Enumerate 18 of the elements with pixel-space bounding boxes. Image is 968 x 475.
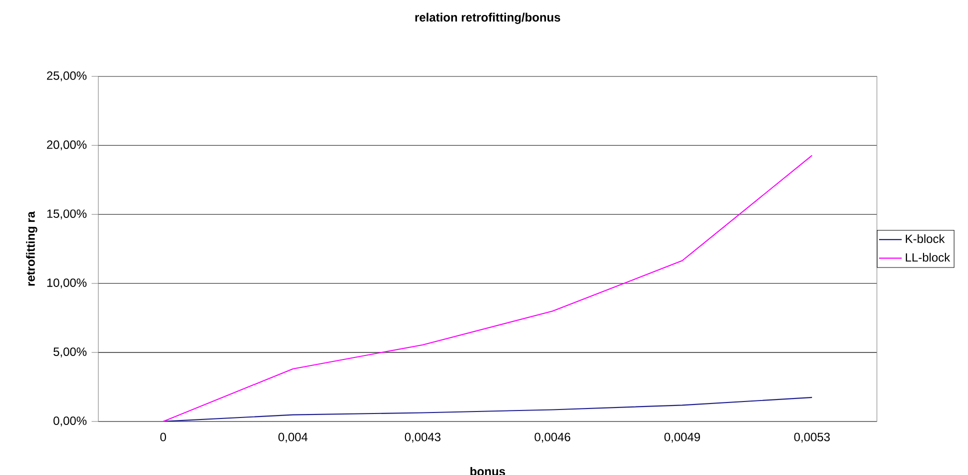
line-series [162, 396, 813, 422]
x-tick-label: 0 [160, 432, 166, 442]
chart-title: relation retrofitting/bonus [415, 12, 560, 24]
line-series [162, 154, 813, 422]
y-axis-title: retrofitting ra [26, 211, 38, 286]
x-tick-label: 0,0046 [534, 432, 570, 443]
y-tick-label: 20,00% [46, 140, 87, 150]
x-tick-label: 0,0053 [794, 432, 830, 443]
x-tick-label: 0,004 [278, 432, 308, 443]
y-tick-label: 0,00% [54, 416, 87, 426]
x-tick-label: 0,0043 [404, 432, 440, 443]
y-tick-label: 25,00% [46, 71, 87, 82]
legend-label: LL-block [906, 252, 950, 262]
y-tick-label: 15,00% [47, 209, 87, 220]
y-tick-label: 10,00% [47, 278, 87, 288]
x-tick-label: 0,0049 [664, 432, 700, 443]
y-tick-label: 5,00% [54, 347, 87, 358]
legend-label: K-block [906, 234, 945, 243]
